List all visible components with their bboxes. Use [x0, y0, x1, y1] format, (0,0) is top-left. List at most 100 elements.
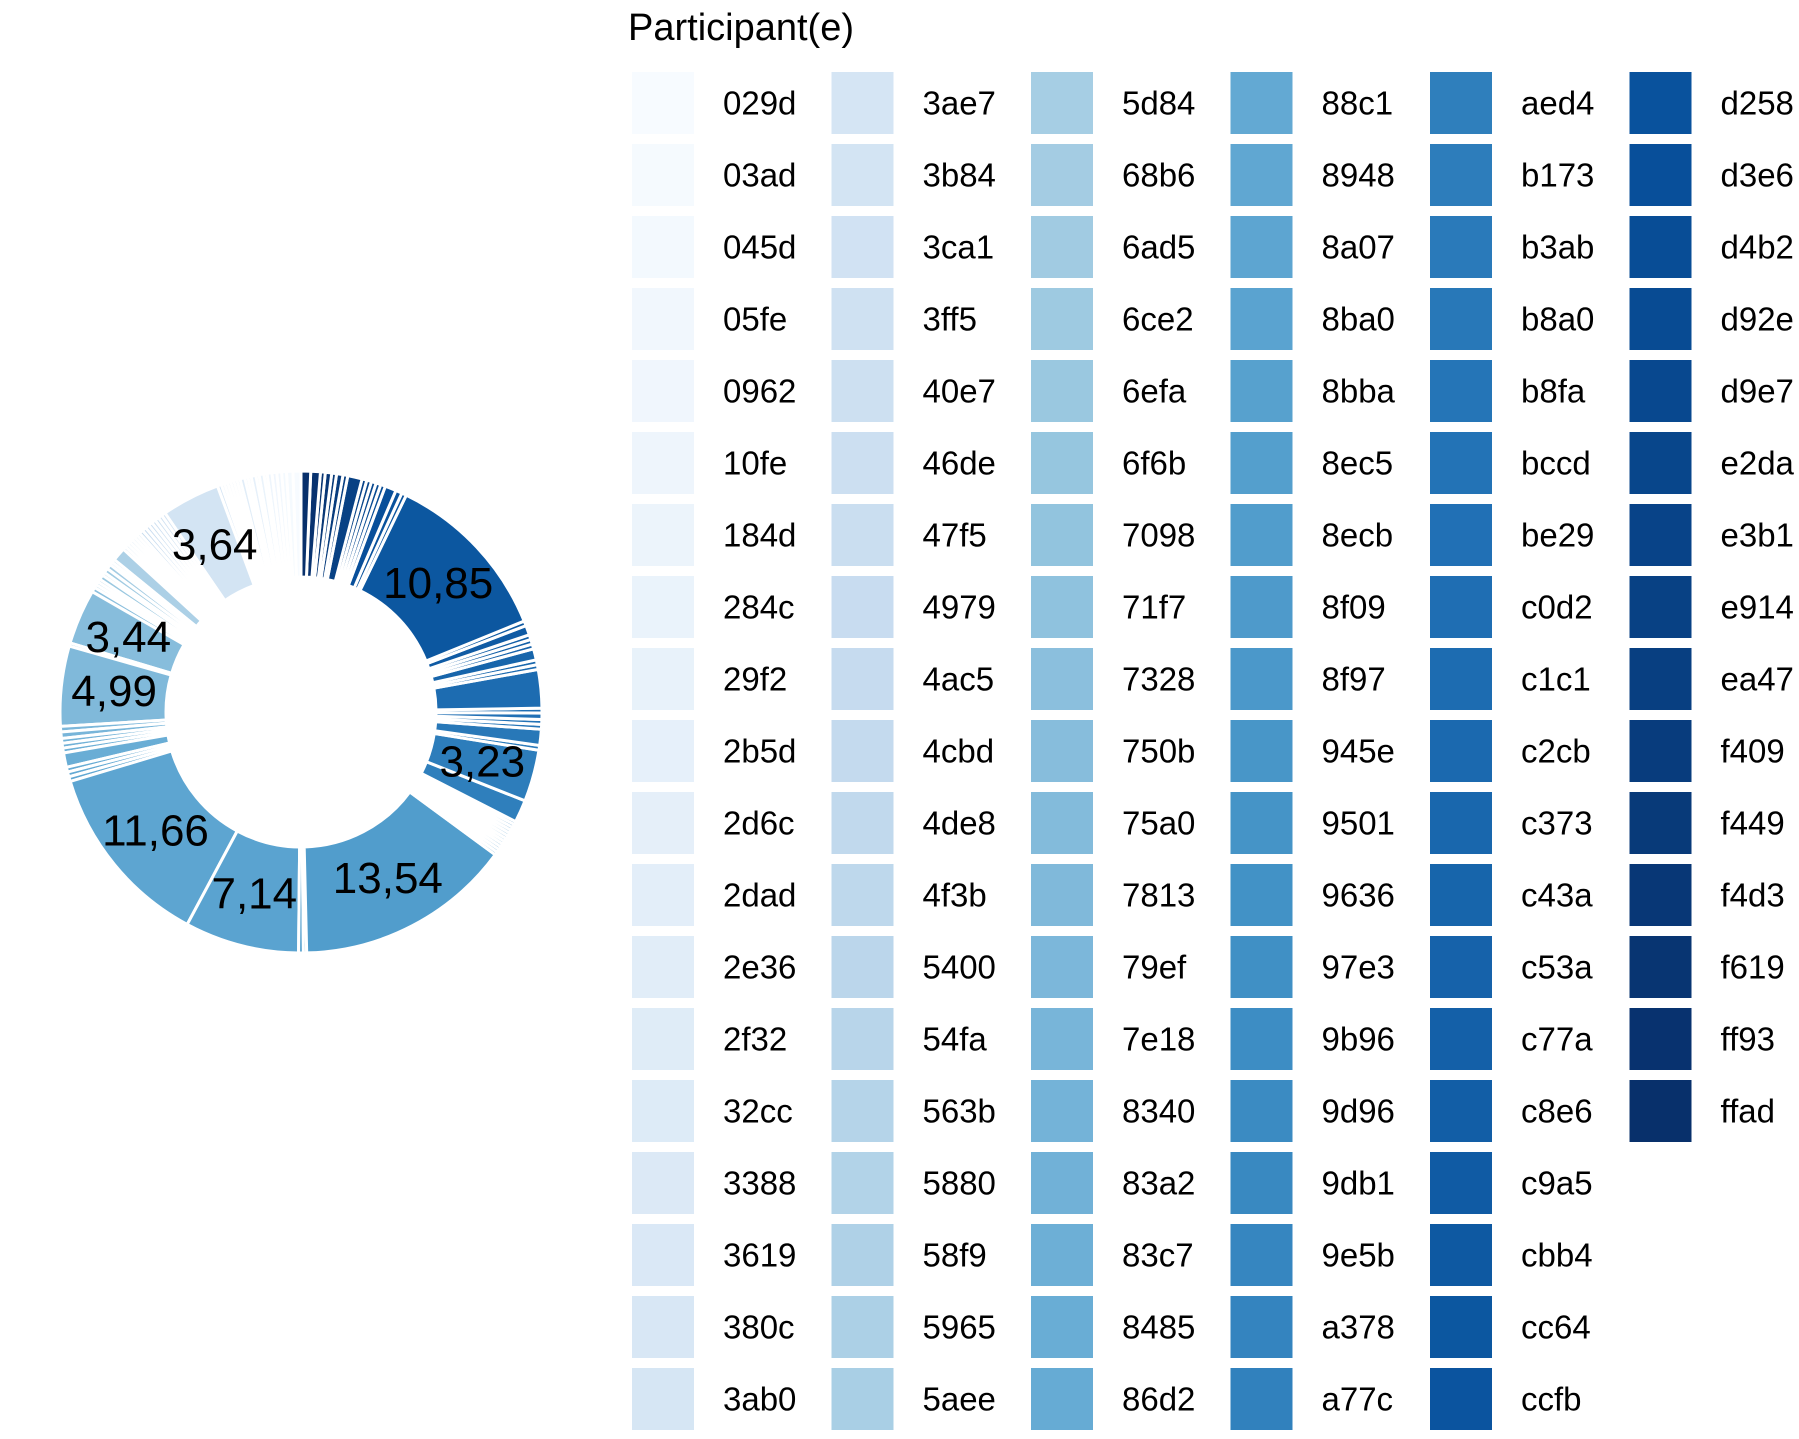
legend-label-40e7: 40e7 [923, 373, 996, 410]
legend-swatch-f619 [1629, 936, 1692, 998]
legend-label-b8fa: b8fa [1521, 373, 1586, 410]
legend-swatch-aed4 [1430, 72, 1492, 134]
legend-label-f619: f619 [1721, 949, 1785, 986]
legend-swatch-7098 [1031, 504, 1093, 566]
legend-swatch-d9e7 [1629, 360, 1692, 422]
legend-label-e914: e914 [1721, 589, 1794, 626]
legend-swatch-8f09 [1230, 576, 1293, 638]
legend-label-0962: 0962 [723, 373, 796, 410]
legend-label-5d84: 5d84 [1122, 85, 1195, 122]
legend-label-97e3: 97e3 [1322, 949, 1395, 986]
legend-swatch-4f3b [831, 864, 894, 926]
legend-label-a77c: a77c [1322, 1381, 1394, 1418]
legend-label-3ab0: 3ab0 [723, 1381, 796, 1418]
legend-label-5880: 5880 [923, 1165, 996, 1202]
legend-swatch-3ae7 [831, 72, 894, 134]
legend-swatch-b173 [1430, 144, 1492, 206]
legend-label-ffad: ffad [1721, 1093, 1775, 1130]
legend-swatch-c77a [1430, 1008, 1492, 1070]
legend-label-29f2: 29f2 [723, 661, 787, 698]
legend-swatch-c0d2 [1430, 576, 1492, 638]
legend-label-029d: 029d [723, 85, 796, 122]
legend-label-e3b1: e3b1 [1721, 517, 1794, 554]
legend-label-10fe: 10fe [723, 445, 787, 482]
legend-label-8ecb: 8ecb [1322, 517, 1394, 554]
legend-swatch-bccd [1430, 432, 1492, 494]
legend-swatch-d92e [1629, 288, 1692, 350]
legend-label-83a2: 83a2 [1122, 1165, 1195, 1202]
legend-swatch-9db1 [1230, 1152, 1293, 1214]
slice-label-8a07: 11,66 [102, 807, 209, 856]
legend-label-7098: 7098 [1122, 517, 1195, 554]
legend-swatch-47f5 [831, 504, 894, 566]
legend-swatch-3ff5 [831, 288, 894, 350]
legend-swatch-3b84 [831, 144, 894, 206]
donut-slice-labels: 3,643,44 4,99 11,667,14 13,54 3,23 10,85 [71, 520, 525, 918]
legend-items: 029d 03ad 045d 05fe 0962 10fe 184d 284c 29f2 2b5d… [632, 72, 1795, 1430]
legend-label-3619: 3619 [723, 1237, 796, 1274]
legend-label-c1c1: c1c1 [1521, 661, 1591, 698]
legend-label-5aee: 5aee [923, 1381, 996, 1418]
legend-label-ff93: ff93 [1721, 1021, 1775, 1058]
legend-label-380c: 380c [723, 1309, 795, 1346]
legend-swatch-6f6b [1031, 432, 1093, 494]
legend-swatch-cc64 [1430, 1296, 1492, 1358]
legend-swatch-3ca1 [831, 216, 894, 278]
legend-swatch-b3ab [1430, 216, 1492, 278]
legend-label-d3e6: d3e6 [1721, 157, 1794, 194]
legend-swatch-2dad [632, 864, 694, 926]
legend-swatch-9e5b [1230, 1224, 1293, 1286]
legend-swatch-3ab0 [632, 1368, 694, 1430]
legend-label-f409: f409 [1721, 733, 1785, 770]
legend-label-9d96: 9d96 [1322, 1093, 1395, 1130]
legend-swatch-8948 [1230, 144, 1293, 206]
legend-swatch-f4d3 [1629, 864, 1692, 926]
legend-label-3ae7: 3ae7 [923, 85, 996, 122]
legend-swatch-9501 [1230, 792, 1293, 854]
legend-label-9501: 9501 [1322, 805, 1395, 842]
legend-label-aed4: aed4 [1521, 85, 1594, 122]
legend-label-47f5: 47f5 [923, 517, 987, 554]
legend-swatch-ccfb [1430, 1368, 1492, 1430]
legend-label-f4d3: f4d3 [1721, 877, 1785, 914]
legend-swatch-f409 [1629, 720, 1692, 782]
legend-title: Participant(e) [628, 7, 854, 49]
legend-label-79ef: 79ef [1122, 949, 1187, 986]
legend-swatch-58f9 [831, 1224, 894, 1286]
legend-label-284c: 284c [723, 589, 795, 626]
legend-swatch-8ba0 [1230, 288, 1293, 350]
legend-swatch-3388 [632, 1152, 694, 1214]
legend-swatch-10fe [632, 432, 694, 494]
legend-swatch-46de [831, 432, 894, 494]
legend-label-03ad: 03ad [723, 157, 796, 194]
legend-label-05fe: 05fe [723, 301, 787, 338]
legend-swatch-71f7 [1031, 576, 1093, 638]
legend-swatch-9d96 [1230, 1080, 1293, 1142]
legend-swatch-0962 [632, 360, 694, 422]
legend-label-75a0: 75a0 [1122, 805, 1195, 842]
legend-label-6ad5: 6ad5 [1122, 229, 1195, 266]
legend-label-8f09: 8f09 [1322, 589, 1386, 626]
legend-label-8f97: 8f97 [1322, 661, 1386, 698]
legend-label-045d: 045d [723, 229, 796, 266]
legend-label-8ba0: 8ba0 [1322, 301, 1395, 338]
legend-swatch-a378 [1230, 1296, 1293, 1358]
legend-label-8948: 8948 [1322, 157, 1395, 194]
slice-label-750b: 3,44 [85, 613, 171, 662]
legend-swatch-184d [632, 504, 694, 566]
legend-swatch-945e [1230, 720, 1293, 782]
legend-label-bccd: bccd [1521, 445, 1591, 482]
legend-swatch-2b5d [632, 720, 694, 782]
legend-label-54fa: 54fa [923, 1021, 988, 1058]
legend-label-8340: 8340 [1122, 1093, 1195, 1130]
legend-label-d258: d258 [1721, 85, 1794, 122]
legend-swatch-3619 [632, 1224, 694, 1286]
legend-swatch-4ac5 [831, 648, 894, 710]
legend-label-9db1: 9db1 [1322, 1165, 1395, 1202]
legend-label-cc64: cc64 [1521, 1309, 1591, 1346]
legend-swatch-9636 [1230, 864, 1293, 926]
legend-swatch-5400 [831, 936, 894, 998]
legend-label-563b: 563b [923, 1093, 996, 1130]
legend-swatch-4cbd [831, 720, 894, 782]
